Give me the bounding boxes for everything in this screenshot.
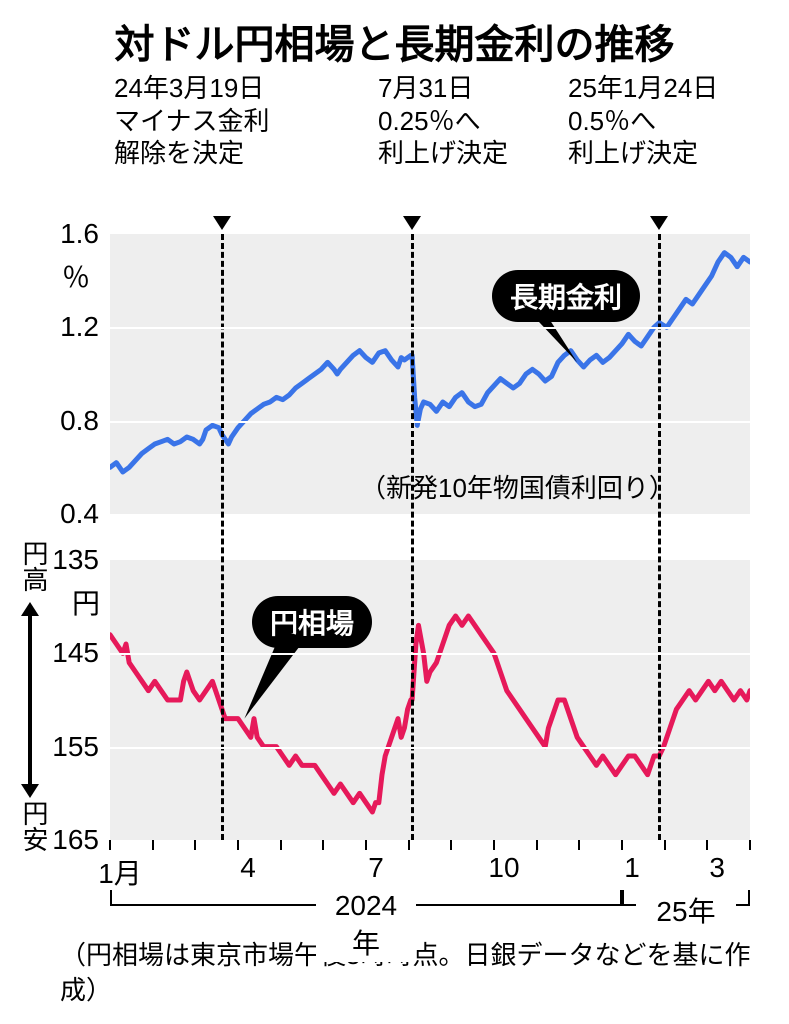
x-label-5: 3 xyxy=(687,852,747,884)
x-tick-1 xyxy=(152,840,154,850)
x-tick-14 xyxy=(706,840,708,850)
yen-chart xyxy=(110,560,750,840)
x-label-2: 7 xyxy=(346,852,406,884)
anno-1-l0: 7月31日 xyxy=(378,73,473,103)
x-year-0: 2024年 xyxy=(316,890,416,962)
yen-ytick-145: 145 xyxy=(9,637,99,669)
chart-title: 対ドル円相場と長期金利の推移 xyxy=(0,12,789,70)
x-tick-13 xyxy=(664,840,666,850)
x-tick-12 xyxy=(621,840,623,850)
chart-container: { "title": "対ドル円相場と長期金利の推移", "layout": {… xyxy=(0,0,789,1024)
yen-ytick-155: 155 xyxy=(9,731,99,763)
yen-chart-svg xyxy=(110,560,750,840)
yen-y-unit: 円 xyxy=(72,582,100,622)
x-label-0: 1月 xyxy=(90,852,150,892)
rate-ytick-1.6: 1.6 xyxy=(9,218,99,250)
rate-ytick-1.2: 1.2 xyxy=(9,311,99,343)
yen-grid-145 xyxy=(110,653,750,655)
rate-grid-1.2 xyxy=(110,327,750,329)
rate-y-unit: ％ xyxy=(62,256,90,296)
x-label-3: 10 xyxy=(474,852,534,884)
anno-2: 25年1月24日 0.5％へ 利上げ決定 xyxy=(568,72,718,170)
x-tick-0 xyxy=(109,840,111,850)
x-tick-3 xyxy=(237,840,239,850)
yen-label-bubble: 円相場 xyxy=(252,596,372,648)
x-year-1: 25年 xyxy=(636,890,736,930)
anno-0-l2: 解除を決定 xyxy=(114,138,244,168)
x-tick-2 xyxy=(194,840,196,850)
rate-ytick-0.4: 0.4 xyxy=(9,498,99,530)
x-tick-6 xyxy=(365,840,367,850)
x-tick-7 xyxy=(408,840,410,850)
rate-label-bubble: 長期金利 xyxy=(492,270,640,322)
yen-grid-155 xyxy=(110,747,750,749)
yen-bubble-tail xyxy=(0,0,1,1)
x-tick-5 xyxy=(322,840,324,850)
yen-ytick-135: 135 xyxy=(9,544,99,576)
anno-1: 7月31日 0.25％へ 利上げ決定 xyxy=(378,72,508,170)
anno-2-l0: 25年1月24日 xyxy=(568,73,718,103)
event-marker-1 xyxy=(403,216,421,230)
x-label-4: 1 xyxy=(602,852,662,884)
rate-grid-0.8 xyxy=(110,421,750,423)
event-marker-0 xyxy=(213,216,231,230)
anno-1-l2: 利上げ決定 xyxy=(378,138,508,168)
x-tick-10 xyxy=(536,840,538,850)
yen-ytick-165: 165 xyxy=(9,824,99,856)
x-tick-9 xyxy=(493,840,495,850)
event-vline-2 xyxy=(658,234,661,840)
rate-sublabel: （新発10年物国債利回り） xyxy=(360,468,675,505)
x-tick-4 xyxy=(280,840,282,850)
event-annotations: 24年3月19日 マイナス金利 解除を決定 7月31日 0.25％へ 利上げ決定… xyxy=(0,72,789,222)
anno-1-l1: 0.25％へ xyxy=(378,106,481,136)
anno-2-l1: 0.5％へ xyxy=(568,106,656,136)
x-tick-15 xyxy=(749,840,751,850)
event-vline-1 xyxy=(411,234,414,840)
rate-ytick-0.8: 0.8 xyxy=(9,405,99,437)
anno-2-l2: 利上げ決定 xyxy=(568,138,698,168)
x-tick-11 xyxy=(578,840,580,850)
anno-0: 24年3月19日 マイナス金利 解除を決定 xyxy=(114,72,269,170)
x-label-1: 4 xyxy=(218,852,278,884)
event-marker-2 xyxy=(650,216,668,230)
anno-0-l0: 24年3月19日 xyxy=(114,73,264,103)
anno-0-l1: マイナス金利 xyxy=(114,106,269,136)
x-tick-8 xyxy=(450,840,452,850)
event-vline-0 xyxy=(221,234,224,840)
